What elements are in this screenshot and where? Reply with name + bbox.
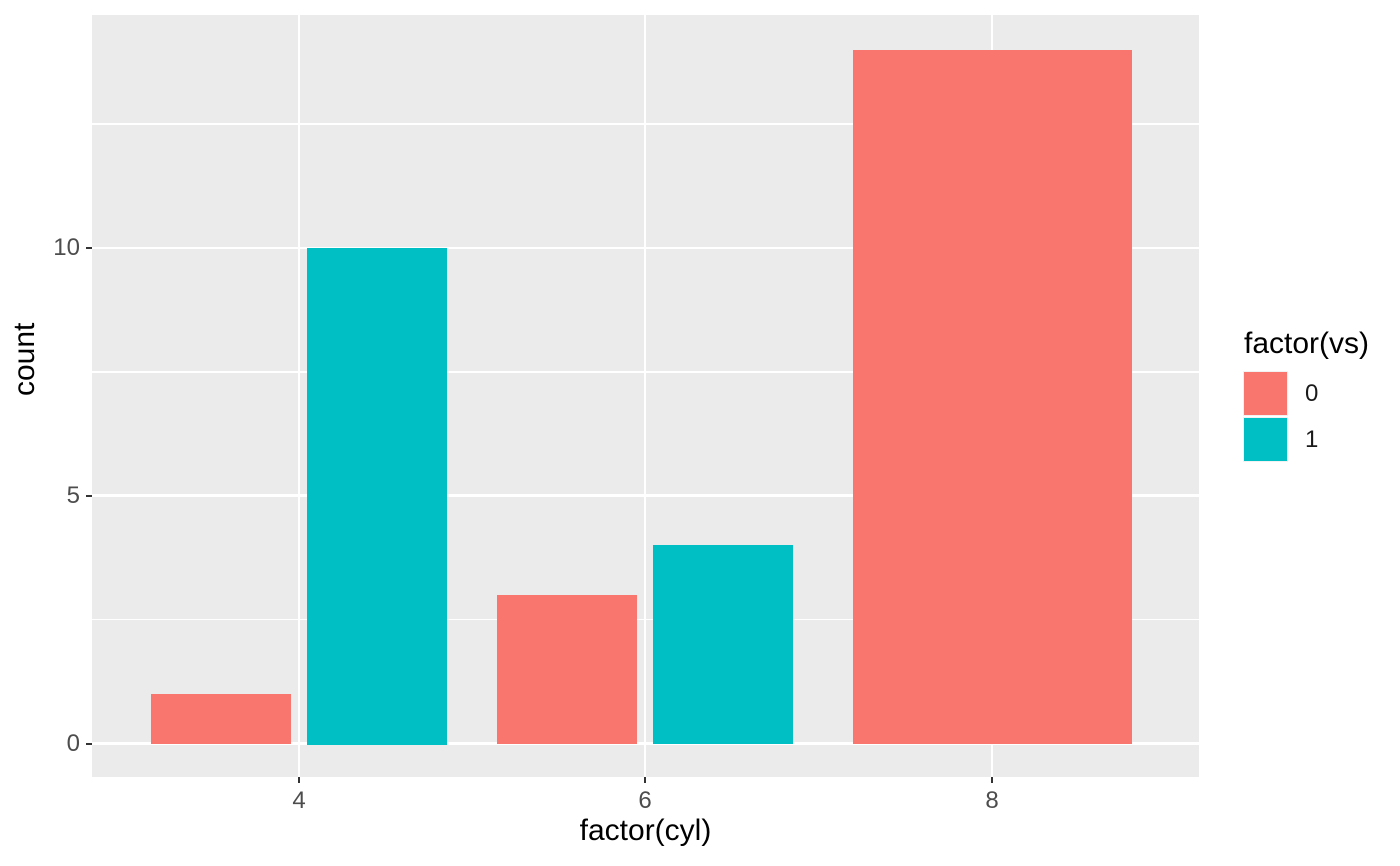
legend-label: 1 xyxy=(1305,426,1319,453)
x-tick-label: 4 xyxy=(292,787,306,814)
bar-cyl6-vs0 xyxy=(497,594,637,745)
y-tick-label: 5 xyxy=(66,481,80,509)
x-axis-tick xyxy=(644,777,646,783)
plot-panel xyxy=(92,15,1199,777)
x-tick-label: 6 xyxy=(638,787,652,814)
x-tick-label: 8 xyxy=(985,787,999,814)
legend-entry: 0 xyxy=(1243,371,1400,416)
legend-title: factor(vs) xyxy=(1244,327,1370,360)
y-axis-tick xyxy=(86,247,92,249)
x-major-gridline xyxy=(297,15,301,777)
bar-cyl4-vs0 xyxy=(151,693,291,745)
legend: factor(vs) 0 1 xyxy=(1243,326,1400,463)
bar-cyl6-vs1 xyxy=(653,545,793,745)
y-axis-title: count xyxy=(8,322,41,396)
x-axis-tick xyxy=(991,777,993,783)
y-axis-tick xyxy=(86,742,92,745)
x-axis-tick xyxy=(298,777,300,783)
y-tick-label: 0 xyxy=(66,729,80,757)
legend-entry: 1 xyxy=(1243,417,1400,462)
x-major-gridline xyxy=(643,15,647,777)
legend-label: 0 xyxy=(1305,380,1319,407)
bar-cyl4-vs1 xyxy=(307,248,447,745)
legend-key-1 xyxy=(1243,417,1288,462)
x-axis-title: factor(cyl) xyxy=(579,814,712,847)
bar-cyl8-vs0 xyxy=(852,49,1132,745)
y-tick-label: 10 xyxy=(53,234,80,261)
y-axis-tick xyxy=(86,494,92,497)
legend-key-0 xyxy=(1243,371,1288,416)
